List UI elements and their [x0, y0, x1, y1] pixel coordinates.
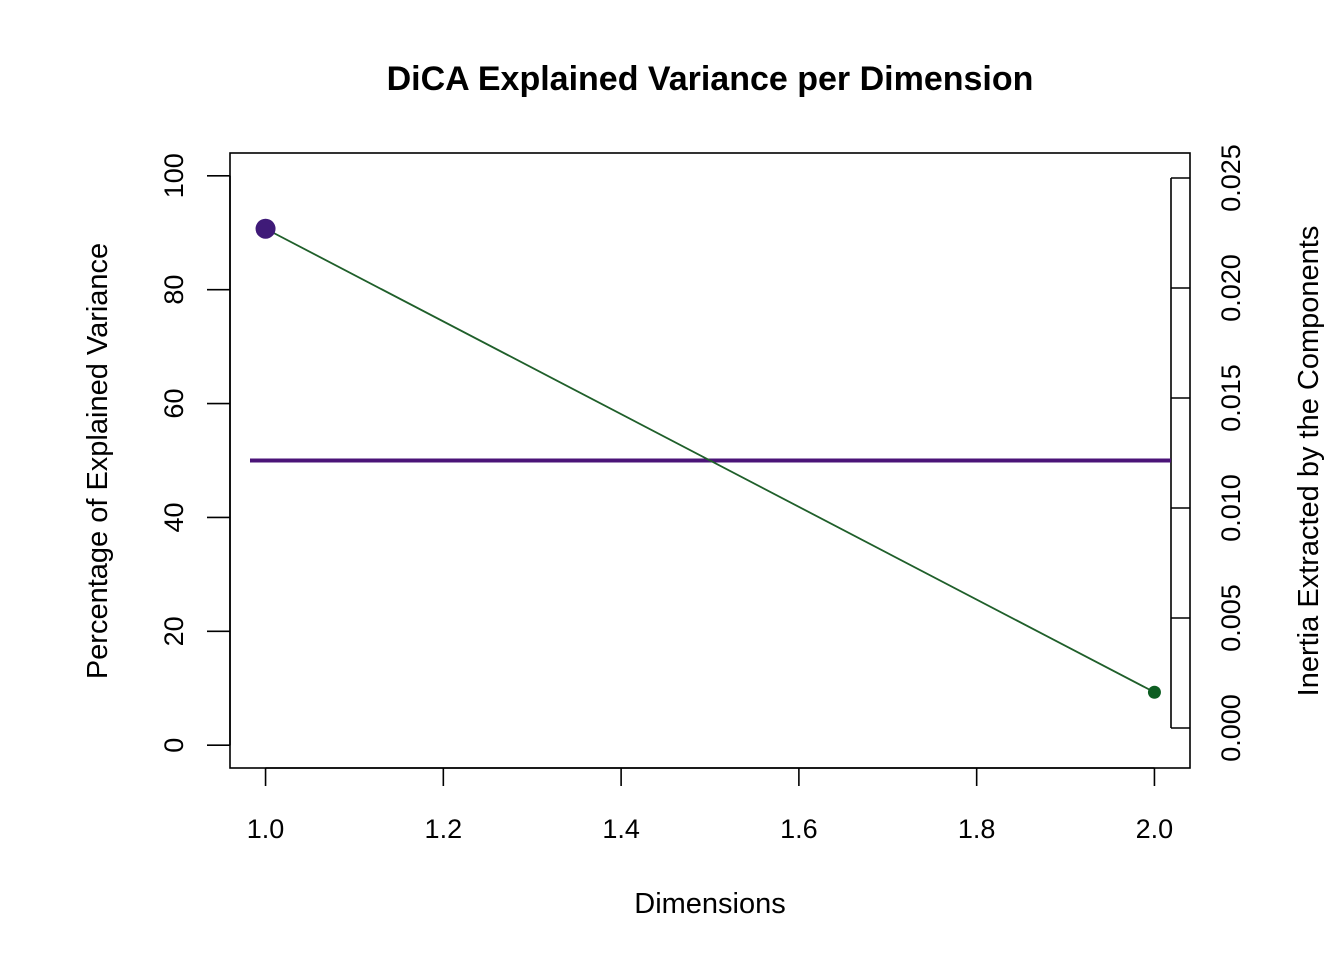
y-tick-label: 40	[159, 502, 189, 532]
x-tick-label: 1.4	[602, 814, 640, 844]
y-right-axis: 0.000 0.005 0.010 0.015 0.020 0.025	[1170, 144, 1246, 762]
y-axis-title: Percentage of Explained Variance	[82, 243, 114, 679]
y-tick-label: 0	[159, 738, 189, 753]
y-right-tick-label: 0.005	[1216, 584, 1246, 652]
y-axis: 0 20 40 60 80 100	[159, 153, 231, 753]
series-line	[265, 227, 1155, 694]
chart-title: DiCA Explained Variance per Dimension	[387, 60, 1034, 98]
y-right-tick-label: 0.020	[1216, 254, 1246, 322]
y-tick-label: 20	[159, 616, 189, 646]
y-tick-label: 100	[159, 153, 189, 198]
y-right-tick-label: 0.025	[1216, 144, 1246, 212]
x-tick-label: 1.8	[958, 814, 996, 844]
data-point	[255, 218, 276, 239]
y-right-axis-title: Inertia Extracted by the Components	[1293, 226, 1325, 697]
y-right-tick-label: 0.015	[1216, 364, 1246, 432]
y-right-tick-label: 0.000	[1216, 694, 1246, 762]
x-tick-label: 1.0	[247, 814, 285, 844]
x-tick-label: 1.6	[780, 814, 818, 844]
y-right-tick-label: 0.010	[1216, 474, 1246, 542]
x-tick-label: 2.0	[1136, 814, 1174, 844]
y-tick-label: 80	[159, 275, 189, 305]
data-points	[255, 218, 1161, 699]
y-tick-label: 60	[159, 389, 189, 419]
x-tick-label: 1.2	[425, 814, 463, 844]
x-axis-title: Dimensions	[634, 888, 786, 920]
data-point	[1147, 685, 1161, 699]
x-axis: 1.0 1.2 1.4 1.6 1.8 2.0	[247, 767, 1174, 844]
